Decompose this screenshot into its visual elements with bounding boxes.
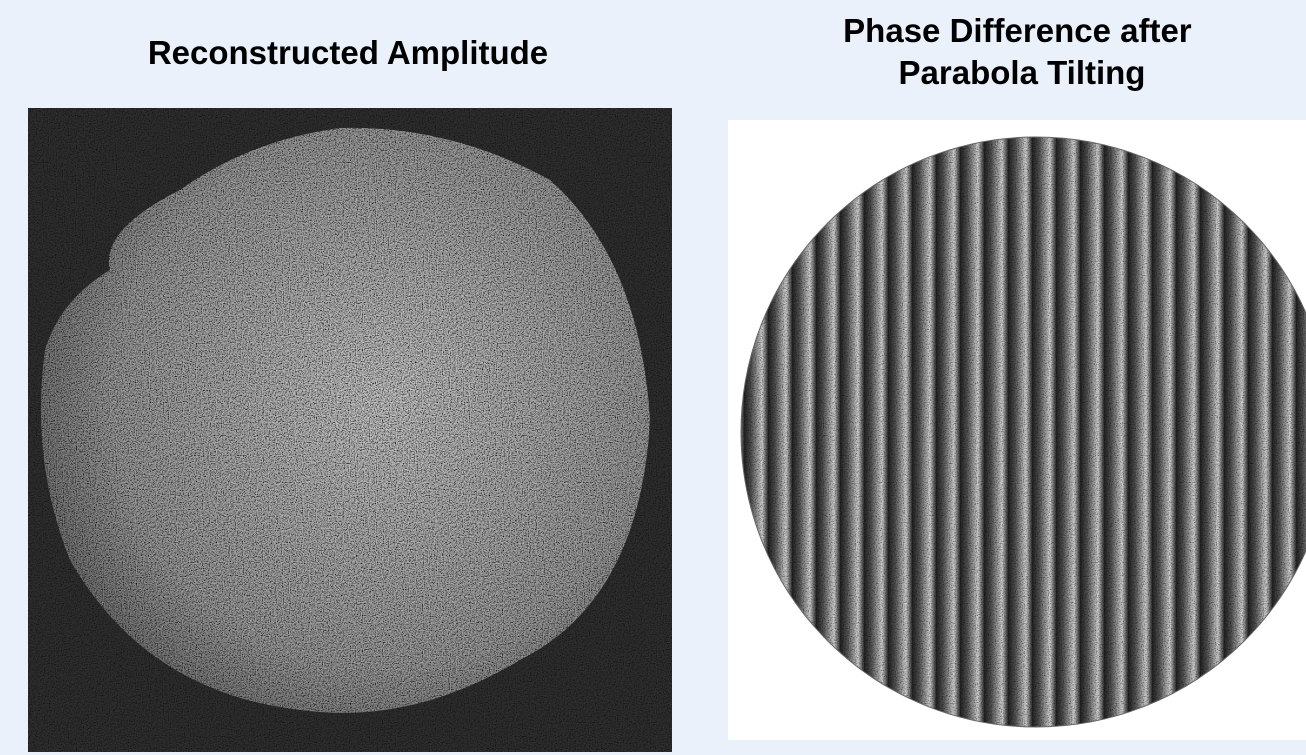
title-line: Reconstructed Amplitude: [148, 34, 548, 71]
panel-title: Phase Difference after Parabola Tilting: [843, 12, 1201, 91]
title-line: Parabola Tilting: [899, 54, 1146, 91]
panel-title: Reconstructed Amplitude: [148, 34, 548, 71]
phase-image: [728, 120, 1306, 740]
amplitude-image: [28, 108, 672, 752]
title-line: Phase Difference after: [843, 12, 1192, 49]
